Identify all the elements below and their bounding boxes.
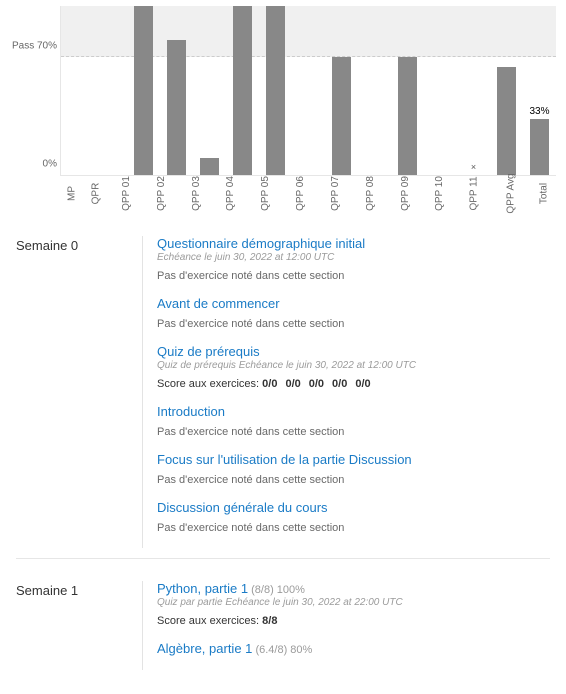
section-note: Pas d'exercice noté dans cette section — [157, 426, 550, 438]
section-scores: Score aux exercices: 0/0 0/0 0/0 0/0 0/0 — [157, 378, 550, 390]
week-label: Semaine 0 — [16, 236, 126, 253]
chart-bar-slot — [424, 6, 457, 175]
chart-y-label: 0% — [43, 159, 61, 170]
chart-x-label: QPP 10 — [434, 176, 445, 211]
section-note: Pas d'exercice noté dans cette section — [157, 270, 550, 282]
section-divider — [16, 558, 550, 559]
section-title-link[interactable]: Avant de commencer — [157, 296, 280, 311]
section-note: Pas d'exercice noté dans cette section — [157, 522, 550, 534]
chart-x-label: QPP 11 — [469, 176, 480, 210]
chart-bar — [200, 158, 220, 175]
section-item: Algèbre, partie 1 (6.4/8) 80% — [157, 641, 550, 670]
chart-y-label: Pass 70% — [12, 40, 61, 51]
chart-bar-slot — [94, 6, 127, 175]
chart-bar — [497, 67, 517, 175]
chart-bar-slot — [490, 6, 523, 175]
chart-x-label: MP — [67, 181, 78, 205]
chart-bar-slot — [226, 6, 259, 175]
chart-bar-slot — [193, 6, 226, 175]
section-title-score: (8/8) 100% — [248, 584, 305, 596]
score-value: 0/0 — [285, 378, 300, 390]
chart-bars: × 33% — [61, 6, 556, 175]
week-sections: Python, partie 1 (8/8) 100%Quiz par part… — [142, 581, 550, 670]
section-title-score: (6.4/8) 80% — [252, 644, 312, 656]
chart-marker: × — [471, 162, 476, 172]
section-item: Discussion générale du cours Pas d'exerci… — [157, 500, 550, 548]
progress-sections: Semaine 0 Questionnaire démographique ini… — [0, 210, 566, 694]
chart-bar-slot — [61, 6, 94, 175]
chart-bar-slot — [292, 6, 325, 175]
chart-bar-slot: × — [457, 6, 490, 175]
chart-x-label: QPP 08 — [365, 176, 376, 211]
scores-label: Score aux exercices: — [157, 615, 262, 627]
chart-y-label: 100% — [31, 0, 61, 1]
week-sections: Questionnaire démographique initialEchéa… — [142, 236, 550, 548]
chart-x-label: QPP 07 — [330, 176, 341, 211]
chart-x-labels: MPQPRQPP 01QPP 02QPP 03QPP 04QPP 05QPP 0… — [60, 176, 556, 187]
chart-bar — [134, 6, 154, 175]
section-note: Pas d'exercice noté dans cette section — [157, 474, 550, 486]
score-value: 0/0 — [332, 378, 347, 390]
section-item: Python, partie 1 (8/8) 100%Quiz par part… — [157, 581, 550, 641]
chart-x-label: QPP 01 — [121, 176, 132, 211]
section-title-link[interactable]: Questionnaire démographique initial — [157, 236, 365, 251]
chart-bar-slot: 33% — [523, 6, 556, 175]
chart-x-label: QPP 06 — [295, 176, 306, 211]
section-subtitle: Quiz de prérequis Echéance le juin 30, 2… — [157, 360, 550, 371]
score-value: 8/8 — [262, 615, 277, 627]
chart-value-label: 33% — [529, 106, 549, 117]
score-value: 0/0 — [355, 378, 370, 390]
section-item: Introduction Pas d'exercice noté dans cet… — [157, 404, 550, 452]
section-note: Pas d'exercice noté dans cette section — [157, 318, 550, 330]
section-title-link[interactable]: Focus sur l'utilisation de la partie Dis… — [157, 452, 412, 467]
chart-x-label: QPP 04 — [225, 176, 236, 211]
section-subtitle: Echéance le juin 30, 2022 at 12:00 UTC — [157, 252, 550, 263]
week-row: Semaine 1 Python, partie 1 (8/8) 100%Quiz… — [16, 565, 550, 674]
chart-bar — [398, 57, 418, 175]
chart-bar — [530, 119, 550, 175]
week-row: Semaine 0 Questionnaire démographique ini… — [16, 220, 550, 552]
chart-bar-slot — [259, 6, 292, 175]
section-title-link[interactable]: Introduction — [157, 404, 225, 419]
section-item: Quiz de prérequisQuiz de prérequis Echéa… — [157, 344, 550, 404]
chart-x-label: QPP Avg — [506, 173, 517, 213]
chart-bar-slot — [325, 6, 358, 175]
section-item: Questionnaire démographique initialEchéa… — [157, 236, 550, 296]
section-title-link[interactable]: Quiz de prérequis — [157, 344, 260, 359]
chart-bar — [266, 6, 286, 175]
chart-bar — [167, 40, 187, 175]
section-item: Focus sur l'utilisation de la partie Dis… — [157, 452, 550, 500]
section-subtitle: Quiz par partie Echéance le juin 30, 202… — [157, 597, 550, 608]
chart-bar-slot — [391, 6, 424, 175]
chart-x-label: Total — [538, 181, 549, 205]
week-label: Semaine 1 — [16, 581, 126, 598]
chart-bar-slot — [160, 6, 193, 175]
chart-x-label: QPP 09 — [399, 176, 410, 211]
chart-bar — [233, 6, 253, 175]
chart-x-label: QPP 05 — [260, 176, 271, 211]
chart-plot: 100%Pass 70%0% ×33% — [60, 6, 556, 176]
chart-x-label: QPP 02 — [156, 176, 167, 211]
progress-chart: 100%Pass 70%0% ×33% MPQPRQPP 01QPP 02QPP… — [0, 0, 566, 210]
section-title-link[interactable]: Algèbre, partie 1 — [157, 641, 252, 656]
chart-bar-slot — [127, 6, 160, 175]
section-item: Avant de commencer Pas d'exercice noté da… — [157, 296, 550, 344]
score-value: 0/0 — [262, 378, 277, 390]
chart-x-label: QPP 03 — [190, 176, 201, 211]
scores-label: Score aux exercices: — [157, 378, 262, 390]
section-title-link[interactable]: Discussion générale du cours — [157, 500, 328, 515]
chart-bar — [332, 57, 352, 175]
chart-x-label: QPR — [91, 181, 102, 205]
score-value: 0/0 — [309, 378, 324, 390]
chart-bar-slot — [358, 6, 391, 175]
section-scores: Score aux exercices: 8/8 — [157, 615, 550, 627]
